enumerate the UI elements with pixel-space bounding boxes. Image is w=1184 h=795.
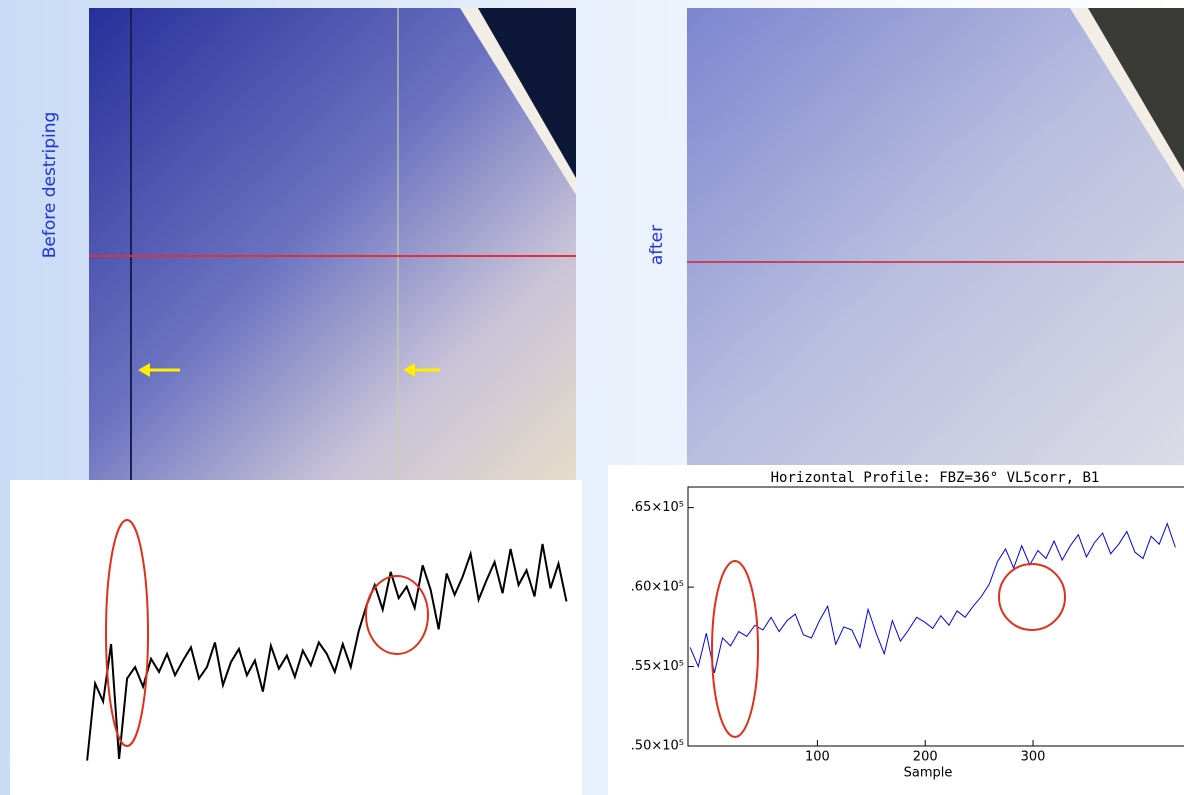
before-image [89, 8, 576, 480]
before-label: Before destriping [40, 112, 60, 259]
after-label: after [647, 225, 667, 265]
x-tick-label: 200 [913, 750, 938, 765]
x-axis-label: Sample [904, 766, 953, 781]
plot-frame [687, 486, 1184, 747]
chart-title: Horizontal Profile: FBZ=36° VL5corr, B1 [771, 470, 1100, 486]
left-plot-panel [10, 480, 582, 795]
x-tick-label: 300 [1021, 750, 1046, 765]
y-tick-label: .60×10⁵ [631, 580, 684, 595]
x-tick-label: 100 [805, 750, 830, 765]
profile-line [86, 543, 568, 761]
right-plot: Horizontal Profile: FBZ=36° VL5corr, B1 … [631, 470, 1184, 781]
highlights [105, 519, 1066, 747]
left-plot [86, 543, 568, 761]
after-image [687, 8, 1184, 465]
y-tick-label: .65×10⁵ [631, 500, 684, 515]
y-tick-label: .55×10⁵ [631, 659, 684, 674]
y-tick-label: .50×10⁵ [631, 739, 684, 754]
profile-line [689, 522, 1176, 674]
